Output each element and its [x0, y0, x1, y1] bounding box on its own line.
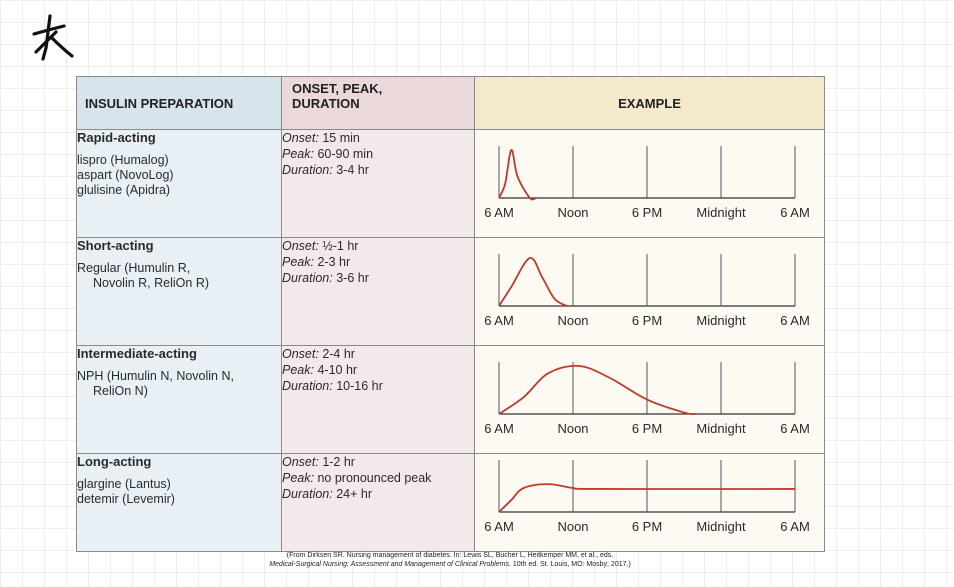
time-axis-label: Noon	[557, 313, 588, 328]
time-axis-label: 6 PM	[632, 519, 662, 534]
action-curve-chart: 6 AM Noon 6 PM Midnight 6 AM	[484, 146, 810, 220]
example-drug: glulisine (Apidra)	[77, 183, 171, 197]
example-graph-cell: 6 AM Noon 6 PM Midnight 6 AM	[474, 237, 825, 346]
time-axis-label: Midnight	[696, 519, 746, 534]
time-axis-label: 6 AM	[780, 313, 810, 328]
timing-cell: Onset: 2-4 hr Peak: 4-10 hr Duration: 10…	[281, 345, 475, 454]
action-curve-chart: 6 AM Noon 6 PM Midnight 6 AM	[484, 362, 810, 436]
onset-value: 1-2 hr	[322, 455, 355, 469]
example-drug: detemir (Levemir)	[77, 492, 175, 506]
citation-line-2: Medical-Surgical Nursing: Assessment and…	[76, 560, 824, 569]
header-timing: ONSET, PEAK, DURATION	[281, 76, 475, 130]
category-label: Rapid-acting	[77, 130, 156, 145]
time-axis-label: 6 AM	[780, 205, 810, 220]
example-drug: Regular (Humulin R,	[77, 261, 191, 275]
onset-label: Onset:	[282, 131, 319, 145]
time-axis-label: 6 AM	[780, 519, 810, 534]
example-drug: lispro (Humalog)	[77, 153, 169, 167]
peak-label: Peak:	[282, 255, 314, 269]
peak-label: Peak:	[282, 363, 314, 377]
table-header-row: INSULIN PREPARATION ONSET, PEAK, DURATIO…	[76, 76, 825, 130]
onset-value: 15 min	[322, 131, 360, 145]
duration-value: 3-6 hr	[336, 271, 369, 285]
peak-value: 2-3 hr	[317, 255, 351, 269]
peak-label: Peak:	[282, 471, 314, 485]
duration-value: 3-4 hr	[336, 163, 369, 177]
time-axis-label: Midnight	[696, 313, 746, 328]
insulin-table: INSULIN PREPARATION ONSET, PEAK, DURATIO…	[76, 76, 825, 552]
time-axis-label: 6 AM	[484, 421, 514, 436]
timing-cell: Onset: 15 min Peak: 60-90 min Duration: …	[281, 129, 475, 238]
example-graph-cell: 6 AM Noon 6 PM Midnight 6 AM	[474, 345, 825, 454]
preparation-cell: Long-acting glargine (Lantus) detemir (L…	[76, 453, 282, 552]
time-axis-label: 6 PM	[632, 421, 662, 436]
time-axis-label: 6 AM	[780, 421, 810, 436]
category-label: Short-acting	[77, 238, 154, 253]
peak-value: 60-90 min	[317, 147, 374, 161]
duration-label: Duration:	[282, 379, 333, 393]
header-timing-line2: DURATION	[292, 96, 360, 111]
example-drug: Novolin R, ReliOn R)	[93, 276, 210, 290]
preparation-cell: Short-acting Regular (Humulin R, Novolin…	[76, 237, 282, 346]
duration-value: 24+ hr	[336, 487, 373, 501]
action-curve-chart: 6 AM Noon 6 PM Midnight 6 AM	[484, 254, 810, 328]
time-axis-label: Noon	[557, 519, 588, 534]
peak-value: no pronounced peak	[317, 471, 432, 485]
handwritten-star-mark	[32, 14, 74, 61]
onset-value: 2-4 hr	[322, 347, 355, 361]
time-axis-label: 6 AM	[484, 205, 514, 220]
timing-cell: Onset: ½-1 hr Peak: 2-3 hr Duration: 3-6…	[281, 237, 475, 346]
peak-value: 4-10 hr	[317, 363, 358, 377]
header-example: EXAMPLE	[474, 76, 825, 130]
example-graph-cell: 6 AM Noon 6 PM Midnight 6 AM	[474, 129, 825, 238]
insulin-action-curve	[498, 257, 568, 307]
duration-label: Duration:	[282, 271, 333, 285]
onset-label: Onset:	[282, 239, 319, 253]
action-curve-chart: 6 AM Noon 6 PM Midnight 6 AM	[484, 460, 810, 534]
time-axis-label: Noon	[557, 205, 588, 220]
category-label: Intermediate-acting	[77, 346, 197, 361]
category-label: Long-acting	[77, 454, 152, 469]
time-axis-label: 6 PM	[632, 205, 662, 220]
onset-label: Onset:	[282, 347, 319, 361]
example-drug: ReliOn N)	[93, 384, 148, 398]
onset-label: Onset:	[282, 455, 319, 469]
example-drug: aspart (NovoLog)	[77, 168, 174, 182]
citation-details: 10th ed. St. Louis, MO: Mosby; 2017.)	[510, 561, 631, 568]
preparation-cell: Rapid-acting lispro (Humalog) aspart (No…	[76, 129, 282, 238]
table-row: Short-acting Regular (Humulin R, Novolin…	[76, 237, 825, 346]
time-axis-label: 6 PM	[632, 313, 662, 328]
example-drug: NPH (Humulin N, Novolin N,	[77, 369, 234, 383]
citation-line-1: (From Dirksen SR. Nursing management of …	[286, 552, 614, 559]
table-row: Intermediate-acting NPH (Humulin N, Novo…	[76, 345, 825, 454]
onset-value: ½-1 hr	[322, 239, 359, 253]
time-axis-label: 6 AM	[484, 313, 514, 328]
insulin-action-curve	[498, 483, 796, 513]
time-axis-label: Midnight	[696, 421, 746, 436]
time-axis-label: Midnight	[696, 205, 746, 220]
timing-cell: Onset: 1-2 hr Peak: no pronounced peak D…	[281, 453, 475, 552]
time-axis-label: Noon	[557, 421, 588, 436]
header-preparation: INSULIN PREPARATION	[76, 76, 282, 130]
table-row: Long-acting glargine (Lantus) detemir (L…	[76, 453, 825, 552]
preparation-cell: Intermediate-acting NPH (Humulin N, Novo…	[76, 345, 282, 454]
duration-label: Duration:	[282, 487, 333, 501]
insulin-action-curve	[498, 149, 537, 201]
time-axis-label: 6 AM	[484, 519, 514, 534]
header-timing-line1: ONSET, PEAK,	[292, 81, 383, 96]
example-drug: glargine (Lantus)	[77, 477, 171, 491]
insulin-action-curve	[498, 364, 697, 415]
citation-book-title: Medical-Surgical Nursing: Assessment and…	[269, 561, 511, 568]
table-row: Rapid-acting lispro (Humalog) aspart (No…	[76, 129, 825, 238]
example-graph-cell: 6 AM Noon 6 PM Midnight 6 AM	[474, 453, 825, 552]
duration-value: 10-16 hr	[336, 379, 383, 393]
duration-label: Duration:	[282, 163, 333, 177]
peak-label: Peak:	[282, 147, 314, 161]
